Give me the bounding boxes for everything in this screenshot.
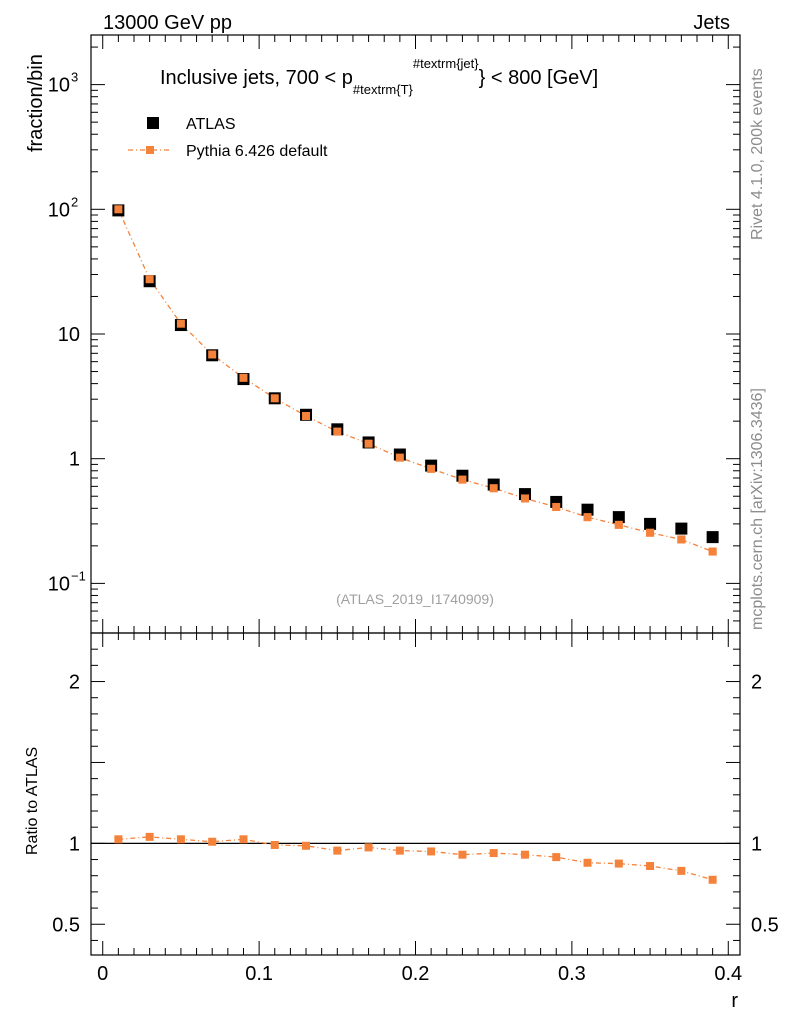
pythia-point-main-overlay xyxy=(364,439,373,448)
pythia-point-ratio xyxy=(208,837,217,846)
pythia-line-main xyxy=(117,209,713,553)
pythia-point-ratio xyxy=(427,847,436,856)
legend-pythia-label: Pythia 6.426 default xyxy=(186,143,328,160)
main-y-tick-label: 10 xyxy=(48,199,70,221)
pythia-point-ratio xyxy=(333,846,342,855)
x-tick-label: 0.4 xyxy=(714,963,742,985)
legend-atlas-marker xyxy=(147,117,159,129)
pythia-point-ratio xyxy=(520,850,529,859)
pythia-point-main-overlay xyxy=(489,484,498,493)
atlas-series-main xyxy=(112,204,719,556)
pythia-point-main-overlay xyxy=(552,502,561,511)
main-y-tick-exponent: 3 xyxy=(71,70,78,85)
pythia-point-ratio xyxy=(270,840,279,849)
pythia-point-ratio xyxy=(583,858,592,867)
ratio-y-tick-label-left: 1 xyxy=(69,833,80,855)
pythia-point-main-overlay xyxy=(333,427,342,436)
pythia-point-ratio xyxy=(458,850,467,859)
x-tick-label: 0 xyxy=(97,963,108,985)
pythia-point-main-overlay xyxy=(302,411,311,420)
pythia-point-main-overlay xyxy=(708,547,717,556)
pythia-point-ratio xyxy=(239,835,248,844)
pythia-point-ratio xyxy=(395,846,404,855)
atlas-point-main xyxy=(612,511,625,524)
pythia-point-ratio xyxy=(489,849,498,858)
pythia-point-ratio xyxy=(176,835,185,844)
legend: ATLAS Pythia 6.426 default xyxy=(128,116,328,160)
ratio-y-tick-label-right: 1 xyxy=(751,833,762,855)
pythia-point-ratio xyxy=(552,853,561,862)
pythia-series-ratio xyxy=(114,832,717,884)
pythia-point-ratio xyxy=(114,835,123,844)
atlas-point-main xyxy=(644,517,657,530)
pythia-point-ratio xyxy=(677,866,686,875)
plot-title-subscript: #textrm{T} xyxy=(353,82,414,97)
pythia-point-main-overlay xyxy=(395,453,404,462)
plot-title-tail: } < 800 [GeV] xyxy=(479,67,599,89)
x-tick-label: 0.3 xyxy=(558,963,586,985)
ratio-y-tick-label-right: 2 xyxy=(751,672,762,694)
pythia-point-ratio xyxy=(145,832,154,841)
pythia-point-main-overlay xyxy=(458,475,467,484)
main-y-tick-label: 10 xyxy=(48,75,70,97)
atlas-point-main xyxy=(706,531,719,544)
main-axis-ticks xyxy=(91,35,740,634)
pythia-point-main-overlay xyxy=(583,513,592,522)
header-category: Jets xyxy=(693,12,730,34)
pythia-point-main-overlay xyxy=(114,205,123,214)
mcplots-reference-label: mcplots.cern.ch [arXiv:1306.3436] xyxy=(749,388,766,630)
ratio-plot-frame xyxy=(90,632,741,956)
ratio-y-tick-label-left: 2 xyxy=(69,672,80,694)
atlas-point-main xyxy=(675,522,688,535)
rivet-version-label: Rivet 4.1.0, 200k events xyxy=(749,68,766,240)
main-y-tick-exponent: −1 xyxy=(71,568,86,583)
legend-pythia-marker xyxy=(146,146,154,154)
pythia-point-ratio xyxy=(614,859,623,868)
main-y-tick-exponent: 2 xyxy=(71,194,78,209)
pythia-point-main-overlay xyxy=(677,535,686,544)
pythia-point-main-overlay xyxy=(520,494,529,503)
plot-title: Inclusive jets, 700 < p#textrm{T} #textrm… xyxy=(160,56,598,97)
main-y-axis-label: fraction/bin xyxy=(25,54,47,152)
ratio-y-axis-label: Ratio to ATLAS xyxy=(24,747,41,855)
pythia-point-main-overlay xyxy=(145,275,154,284)
plot-title-superscript: #textrm{jet} xyxy=(413,56,479,71)
x-tick-labels: 0 0.1 0.2 0.3 0.4 xyxy=(97,963,742,985)
ratio-y-tick-label-right: 0.5 xyxy=(751,914,779,936)
pythia-point-ratio xyxy=(646,862,655,871)
pythia-point-main-overlay xyxy=(176,319,185,328)
x-axis-label: r xyxy=(731,990,738,1012)
ratio-y-tick-labels: 2 2 1 1 0.5 0.5 xyxy=(52,672,779,937)
ratio-y-tick-label-left: 0.5 xyxy=(52,914,80,936)
main-y-tick-label: 10 xyxy=(48,573,70,595)
x-tick-label: 0.2 xyxy=(402,963,430,985)
x-tick-label: 0.1 xyxy=(245,963,273,985)
pythia-line-ratio xyxy=(118,836,713,881)
pythia-point-main-overlay xyxy=(270,394,279,403)
pythia-series-main xyxy=(114,205,717,556)
pythia-point-main-overlay xyxy=(208,350,217,359)
atlas-point-main xyxy=(581,503,594,516)
ratio-axis-ticks xyxy=(91,633,740,955)
pythia-point-ratio xyxy=(364,843,373,852)
pythia-point-main-overlay xyxy=(614,520,623,529)
header-energy: 13000 GeV pp xyxy=(103,12,232,34)
plot-title-main: Inclusive jets, 700 < p xyxy=(160,67,353,89)
pythia-point-main-overlay xyxy=(646,528,655,537)
legend-atlas-label: ATLAS xyxy=(186,116,236,133)
main-y-tick-label: 1 xyxy=(69,449,80,471)
pythia-point-ratio xyxy=(708,875,717,884)
pythia-point-main-overlay xyxy=(427,464,436,473)
pythia-point-main-overlay xyxy=(239,373,248,382)
analysis-tag: (ATLAS_2019_I1740909) xyxy=(336,591,494,607)
pythia-point-ratio xyxy=(302,841,311,850)
main-y-tick-label: 10 xyxy=(58,324,80,346)
